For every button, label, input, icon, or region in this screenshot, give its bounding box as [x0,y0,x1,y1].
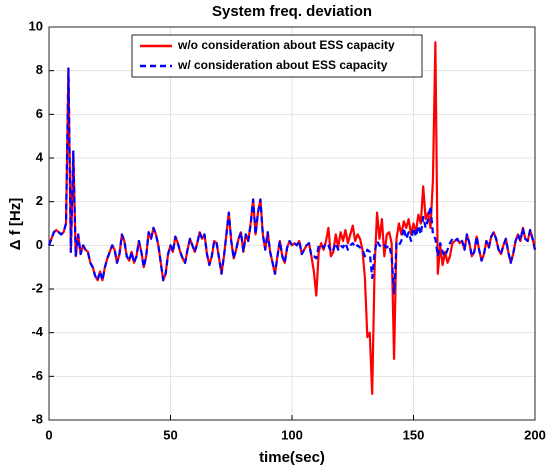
y-tick-label: 6 [36,106,43,121]
x-tick-label: 100 [281,427,303,442]
y-tick-label: 2 [36,193,43,208]
legend-box [131,34,423,78]
x-tick-label: 0 [45,427,52,442]
x-tick-label: 200 [524,427,546,442]
x-tick-label: 150 [403,427,425,442]
y-tick-label: -8 [31,411,43,426]
y-tick-label: -2 [31,280,43,295]
x-tick-label: 50 [163,427,177,442]
data-line [47,67,537,295]
y-axis-label: Δ f [Hz] [7,198,24,250]
plot-frame [48,26,536,421]
y-tick-label: 10 [29,18,43,33]
y-tick-label: 8 [36,62,43,77]
legend-label: w/o consideration about ESS capacity [177,38,395,52]
y-tick-label: 0 [36,237,43,252]
y-tick-label: -6 [31,368,43,383]
y-tick-label: -4 [31,324,43,339]
y-tick-label: 4 [36,149,44,164]
legend-label: w/ consideration about ESS capacity [177,58,388,72]
x-axis-label: time(sec) [259,449,325,466]
chart-title: System freq. deviation [212,3,372,20]
